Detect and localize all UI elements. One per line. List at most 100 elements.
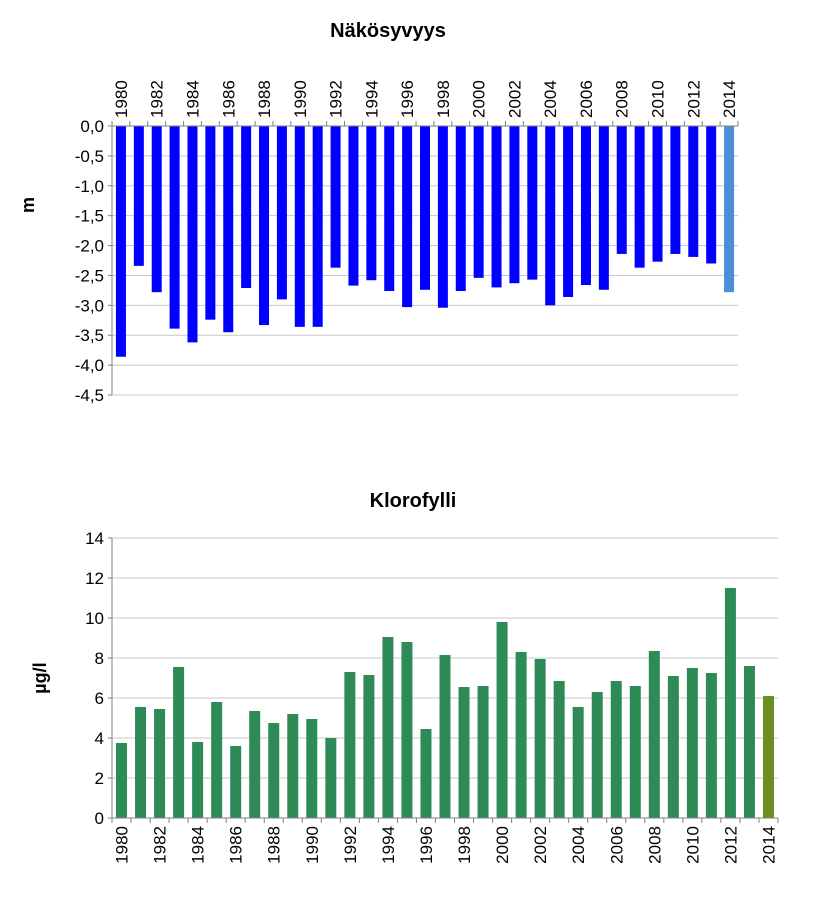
bar-1986 [230, 746, 242, 818]
chlorophyll-chart: Klorofylli µg/l 0 2 4 6 8 10 12 14 1980 1982 1984… [30, 490, 779, 864]
x-tick-label: 2000 [493, 826, 512, 864]
bar-2005 [563, 126, 574, 297]
y-tick-label: 10 [85, 609, 104, 628]
x-tick-label: 2004 [541, 80, 560, 118]
bar-1989 [276, 126, 287, 300]
bar-2007 [629, 686, 641, 818]
bar-1997 [439, 655, 451, 818]
bar-1990 [306, 719, 318, 818]
bar-2003 [553, 681, 565, 818]
bar-1995 [401, 642, 413, 818]
bar-1989 [287, 714, 299, 818]
bar-2013 [706, 126, 717, 264]
bar-2013 [743, 666, 755, 818]
bar-2014 [724, 126, 735, 293]
bar-2004 [572, 707, 584, 818]
bar-1993 [348, 126, 359, 286]
x-tick-label: 2012 [684, 80, 703, 118]
chart2-bars [116, 588, 774, 818]
y-tick-label: 8 [95, 649, 104, 668]
bar-1991 [312, 126, 323, 327]
bar-2011 [670, 126, 681, 254]
x-tick-label: 2014 [720, 80, 739, 118]
bar-1987 [249, 711, 261, 818]
y-tick-label: -0,5 [75, 147, 104, 166]
bar-2009 [667, 676, 679, 818]
bar-2001 [515, 652, 527, 818]
x-tick-label: 2010 [683, 826, 702, 864]
bar-1984 [192, 742, 204, 818]
y-tick-label: -2,5 [75, 266, 104, 285]
x-tick-label: 1988 [255, 80, 274, 118]
x-tick-label: 1980 [113, 826, 132, 864]
y-tick-label: -3,0 [75, 296, 104, 315]
x-tick-label: 2010 [649, 80, 668, 118]
secchi-depth-chart: Näkösyvyys m 0,0 -0,5 -1,0 -1,5 -2,0 -2,5 -3,0… [18, 20, 739, 405]
bar-1998 [458, 687, 470, 818]
x-tick-label: 1998 [434, 80, 453, 118]
x-tick-label: 1984 [189, 826, 208, 864]
x-tick-label: 1996 [398, 80, 417, 118]
x-tick-label: 1982 [151, 826, 170, 864]
bar-1992 [344, 672, 356, 818]
bar-1999 [477, 686, 489, 818]
bar-1984 [187, 126, 198, 343]
bar-1997 [420, 126, 430, 290]
bar-1983 [169, 126, 180, 329]
x-tick-label: 1982 [148, 80, 167, 118]
x-tick-label: 2002 [505, 80, 524, 118]
bar-1992 [330, 126, 341, 268]
chart1-axes [108, 121, 739, 396]
bar-1985 [211, 702, 223, 818]
y-tick-label: -3,5 [75, 326, 104, 345]
x-tick-label: 2000 [470, 80, 489, 118]
bar-2007 [598, 126, 609, 290]
x-tick-label: 1980 [112, 80, 131, 118]
x-tick-label: 1990 [291, 80, 310, 118]
y-tick-label: 4 [95, 729, 104, 748]
bar-1990 [294, 126, 305, 327]
bar-2011 [705, 673, 717, 818]
y-tick-label: 14 [85, 529, 104, 548]
x-tick-label: 1994 [379, 826, 398, 864]
bar-1987 [241, 126, 252, 288]
y-tick-label: -4,5 [75, 386, 104, 405]
y-tick-label: -1,0 [75, 177, 104, 196]
bar-1995 [384, 126, 395, 291]
bar-1999 [455, 126, 466, 291]
bar-1996 [402, 126, 413, 308]
x-tick-label: 1984 [183, 80, 202, 118]
y-tick-label: 12 [85, 569, 104, 588]
chart1-bars [115, 126, 735, 357]
x-tick-label: 1994 [362, 80, 381, 118]
x-tick-label: 2006 [577, 80, 596, 118]
bar-1998 [437, 126, 448, 308]
x-tick-label: 2004 [569, 826, 588, 864]
y-tick-label: -1,5 [75, 207, 104, 226]
bar-2012 [724, 588, 736, 818]
bar-1988 [259, 126, 270, 326]
x-tick-label: 1986 [219, 80, 238, 118]
x-tick-label: 1992 [327, 80, 346, 118]
bar-1982 [151, 126, 162, 293]
x-tick-label: 2002 [531, 826, 550, 864]
bar-2006 [580, 126, 591, 286]
y-tick-label: -2,0 [75, 237, 104, 256]
y-tick-label: -4,0 [75, 356, 104, 375]
chart1-y-tick-labels: 0,0 -0,5 -1,0 -1,5 -2,0 -2,5 -3,0 -3,5 -4,0 -4,5 [75, 117, 104, 405]
bar-2004 [545, 126, 556, 306]
bar-2000 [473, 126, 484, 278]
y-tick-label: 2 [95, 769, 104, 788]
x-tick-label: 1988 [265, 826, 284, 864]
bar-2009 [634, 126, 645, 268]
bar-2005 [591, 692, 603, 818]
chart2-x-tick-labels: 1980 1982 1984 1986 1988 1990 1992 1994 1996 1998… [113, 826, 779, 864]
chart2-y-axis-label: µg/l [30, 662, 50, 693]
bar-2010 [686, 668, 698, 818]
bar-1996 [420, 729, 432, 818]
bar-2008 [648, 651, 660, 818]
bar-2002 [534, 659, 546, 818]
chart2-y-tick-labels: 0 2 4 6 8 10 12 14 [85, 529, 104, 828]
chart1-x-tick-labels: 1980 1982 1984 1986 1988 1990 1992 1994 1996 1998… [112, 80, 739, 118]
chart1-y-axis-label: m [18, 197, 38, 213]
